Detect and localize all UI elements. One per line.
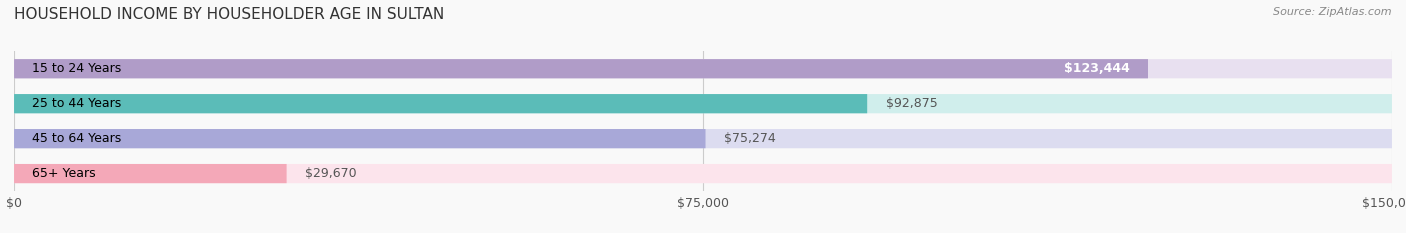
FancyBboxPatch shape [14,129,706,148]
Text: HOUSEHOLD INCOME BY HOUSEHOLDER AGE IN SULTAN: HOUSEHOLD INCOME BY HOUSEHOLDER AGE IN S… [14,7,444,22]
Text: $75,274: $75,274 [724,132,776,145]
Text: 65+ Years: 65+ Years [32,167,96,180]
FancyBboxPatch shape [14,129,1392,148]
Text: Source: ZipAtlas.com: Source: ZipAtlas.com [1274,7,1392,17]
Text: 45 to 64 Years: 45 to 64 Years [32,132,122,145]
FancyBboxPatch shape [14,59,1392,78]
FancyBboxPatch shape [14,94,1392,113]
Text: $29,670: $29,670 [305,167,357,180]
Text: 25 to 44 Years: 25 to 44 Years [32,97,122,110]
Text: $123,444: $123,444 [1064,62,1129,75]
FancyBboxPatch shape [14,59,1149,78]
FancyBboxPatch shape [14,164,1392,183]
FancyBboxPatch shape [14,94,868,113]
Text: 15 to 24 Years: 15 to 24 Years [32,62,122,75]
FancyBboxPatch shape [14,164,287,183]
Text: $92,875: $92,875 [886,97,938,110]
